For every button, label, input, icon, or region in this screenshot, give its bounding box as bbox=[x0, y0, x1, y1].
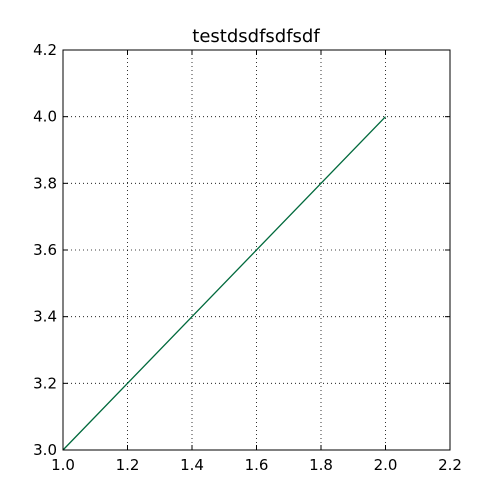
x-tick-label: 2.0 bbox=[374, 456, 398, 474]
x-tick-label: 1.2 bbox=[116, 456, 140, 474]
series-layer bbox=[62, 116, 386, 451]
y-tick-label: 3.2 bbox=[33, 374, 57, 392]
y-tick-label: 3.0 bbox=[33, 441, 57, 459]
y-tick-label: 3.8 bbox=[33, 174, 57, 192]
y-tick-label: 3.4 bbox=[33, 308, 57, 326]
y-tick-label: 4.0 bbox=[33, 108, 57, 126]
x-tick-label: 1.4 bbox=[180, 456, 204, 474]
series-line bbox=[62, 116, 386, 451]
x-tick-label: 1.8 bbox=[309, 456, 333, 474]
y-tick-label: 3.6 bbox=[33, 241, 57, 259]
y-tick-label: 4.2 bbox=[33, 41, 57, 59]
x-tick-label: 1.6 bbox=[245, 456, 269, 474]
tick-layer: 1.0 1.2 1.4 1.6 1.8 2.0 2.2 3.0 3.2 3.4 3.6 3.8 4.0 4… bbox=[33, 41, 462, 474]
x-tick-label: 1.0 bbox=[51, 456, 75, 474]
x-tick-label: 2.2 bbox=[438, 456, 462, 474]
chart-title: testdsdfsdfsdf bbox=[192, 26, 320, 47]
